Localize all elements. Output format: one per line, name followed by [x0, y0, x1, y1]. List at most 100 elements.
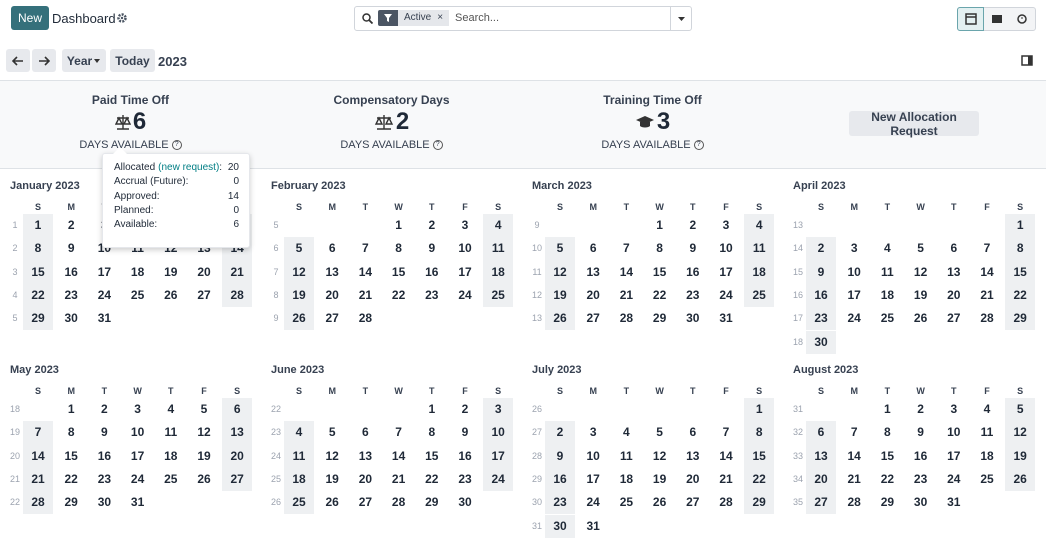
day-cell[interactable]: 14 [980, 264, 994, 279]
day-cell[interactable]: 22 [880, 471, 895, 486]
day-cell[interactable]: 7 [362, 241, 369, 256]
day-cell[interactable]: 3 [850, 241, 858, 256]
day-cell[interactable]: 5 [656, 425, 663, 440]
day-cell[interactable]: 5 [295, 241, 303, 256]
day-cell[interactable]: 17 [586, 471, 600, 486]
day-cell[interactable]: 29 [652, 311, 667, 326]
new-allocation-button[interactable]: New Allocation Request [849, 110, 979, 138]
day-cell[interactable]: 25 [752, 287, 766, 302]
day-cell[interactable]: 18 [130, 264, 145, 279]
day-cell[interactable]: 17 [719, 264, 733, 279]
day-cell[interactable]: 28 [358, 311, 373, 326]
day-cell[interactable]: 1 [755, 402, 763, 416]
day-cell[interactable]: 14 [31, 448, 45, 463]
filter-chip[interactable]: Active × [398, 10, 450, 26]
day-cell[interactable]: 6 [233, 402, 241, 416]
day-cell[interactable]: 31 [130, 495, 145, 510]
day-cell[interactable]: 17 [491, 448, 505, 463]
day-cell[interactable]: 4 [755, 218, 763, 232]
help-icon[interactable]: ? [432, 140, 443, 150]
day-cell[interactable]: 15 [391, 264, 406, 279]
day-cell[interactable]: 7 [722, 425, 730, 440]
day-cell[interactable]: 22 [1013, 287, 1027, 302]
day-cell[interactable]: 29 [64, 495, 78, 510]
day-cell[interactable]: 12 [197, 425, 211, 440]
day-cell[interactable]: 7 [623, 241, 630, 256]
help-icon[interactable]: ? [171, 140, 182, 150]
day-cell[interactable]: 6 [589, 241, 597, 256]
day-cell[interactable]: 28 [230, 287, 244, 302]
day-cell[interactable]: 8 [428, 425, 436, 440]
day-cell[interactable]: 30 [97, 495, 112, 510]
day-cell[interactable]: 7 [395, 425, 402, 440]
day-cell[interactable]: 2 [101, 402, 108, 416]
day-cell[interactable]: 18 [619, 471, 634, 486]
day-cell[interactable]: 2 [817, 241, 825, 256]
day-cell[interactable]: 4 [494, 218, 502, 232]
day-cell[interactable]: 15 [31, 264, 45, 279]
day-cell[interactable]: 25 [880, 311, 895, 326]
day-cell[interactable]: 5 [1016, 402, 1024, 416]
list-view-button[interactable] [984, 8, 1009, 30]
day-cell[interactable]: 6 [817, 425, 825, 440]
day-cell[interactable]: 24 [491, 471, 505, 486]
day-cell[interactable]: 16 [64, 264, 78, 279]
day-cell[interactable]: 4 [983, 402, 991, 416]
day-cell[interactable]: 22 [391, 287, 406, 302]
day-cell[interactable]: 1 [428, 402, 436, 416]
day-cell[interactable]: 18 [164, 448, 178, 463]
day-cell[interactable]: 10 [586, 448, 600, 463]
day-cell[interactable]: 25 [619, 495, 634, 510]
day-cell[interactable]: 9 [917, 425, 924, 440]
day-cell[interactable]: 21 [847, 471, 861, 486]
day-cell[interactable]: 16 [458, 448, 472, 463]
day-cell[interactable]: 9 [817, 264, 825, 279]
day-cell[interactable]: 13 [358, 448, 373, 463]
day-cell[interactable]: 1 [34, 218, 42, 232]
day-cell[interactable]: 25 [164, 471, 178, 486]
day-cell[interactable]: 18 [752, 264, 766, 279]
day-cell[interactable]: 20 [358, 471, 373, 486]
day-cell[interactable]: 19 [652, 471, 667, 486]
day-cell[interactable]: 9 [101, 425, 108, 440]
day-cell[interactable]: 3 [950, 402, 958, 416]
day-cell[interactable]: 28 [31, 495, 45, 510]
day-cell[interactable]: 22 [64, 471, 78, 486]
new-button[interactable]: New [11, 6, 49, 30]
day-cell[interactable]: 30 [458, 495, 472, 510]
day-cell[interactable]: 11 [164, 425, 178, 440]
day-cell[interactable]: 6 [950, 241, 958, 256]
day-cell[interactable]: 25 [130, 287, 145, 302]
day-cell[interactable]: 14 [358, 264, 373, 279]
day-cell[interactable]: 2 [428, 218, 436, 232]
day-cell[interactable]: 31 [586, 518, 600, 533]
help-icon[interactable]: ? [693, 140, 704, 150]
day-cell[interactable]: 3 [461, 218, 469, 232]
day-cell[interactable]: 5 [556, 241, 564, 256]
day-cell[interactable]: 10 [719, 241, 733, 256]
day-cell[interactable]: 25 [491, 287, 505, 302]
scale-dropdown[interactable]: Year [62, 49, 106, 72]
day-cell[interactable]: 30 [686, 311, 700, 326]
day-cell[interactable]: 29 [31, 311, 45, 326]
day-cell[interactable]: 4 [295, 425, 303, 440]
day-cell[interactable]: 26 [652, 495, 667, 510]
day-cell[interactable]: 12 [913, 264, 928, 279]
day-cell[interactable]: 3 [589, 425, 597, 440]
day-cell[interactable]: 19 [913, 287, 928, 302]
day-cell[interactable]: 3 [134, 402, 141, 416]
day-cell[interactable]: 2 [67, 218, 75, 232]
day-cell[interactable]: 19 [197, 448, 211, 463]
day-cell[interactable]: 24 [130, 471, 145, 486]
day-cell[interactable]: 30 [913, 495, 928, 510]
day-cell[interactable]: 23 [913, 471, 928, 486]
day-cell[interactable]: 24 [97, 287, 112, 302]
day-cell[interactable]: 16 [814, 287, 828, 302]
day-cell[interactable]: 25 [980, 471, 994, 486]
day-cell[interactable]: 20 [586, 287, 600, 302]
day-cell[interactable]: 10 [130, 425, 145, 440]
day-cell[interactable]: 22 [425, 471, 439, 486]
new-request-link[interactable]: (new request) [158, 162, 220, 173]
day-cell[interactable]: 24 [719, 287, 733, 302]
day-cell[interactable]: 24 [458, 287, 472, 302]
